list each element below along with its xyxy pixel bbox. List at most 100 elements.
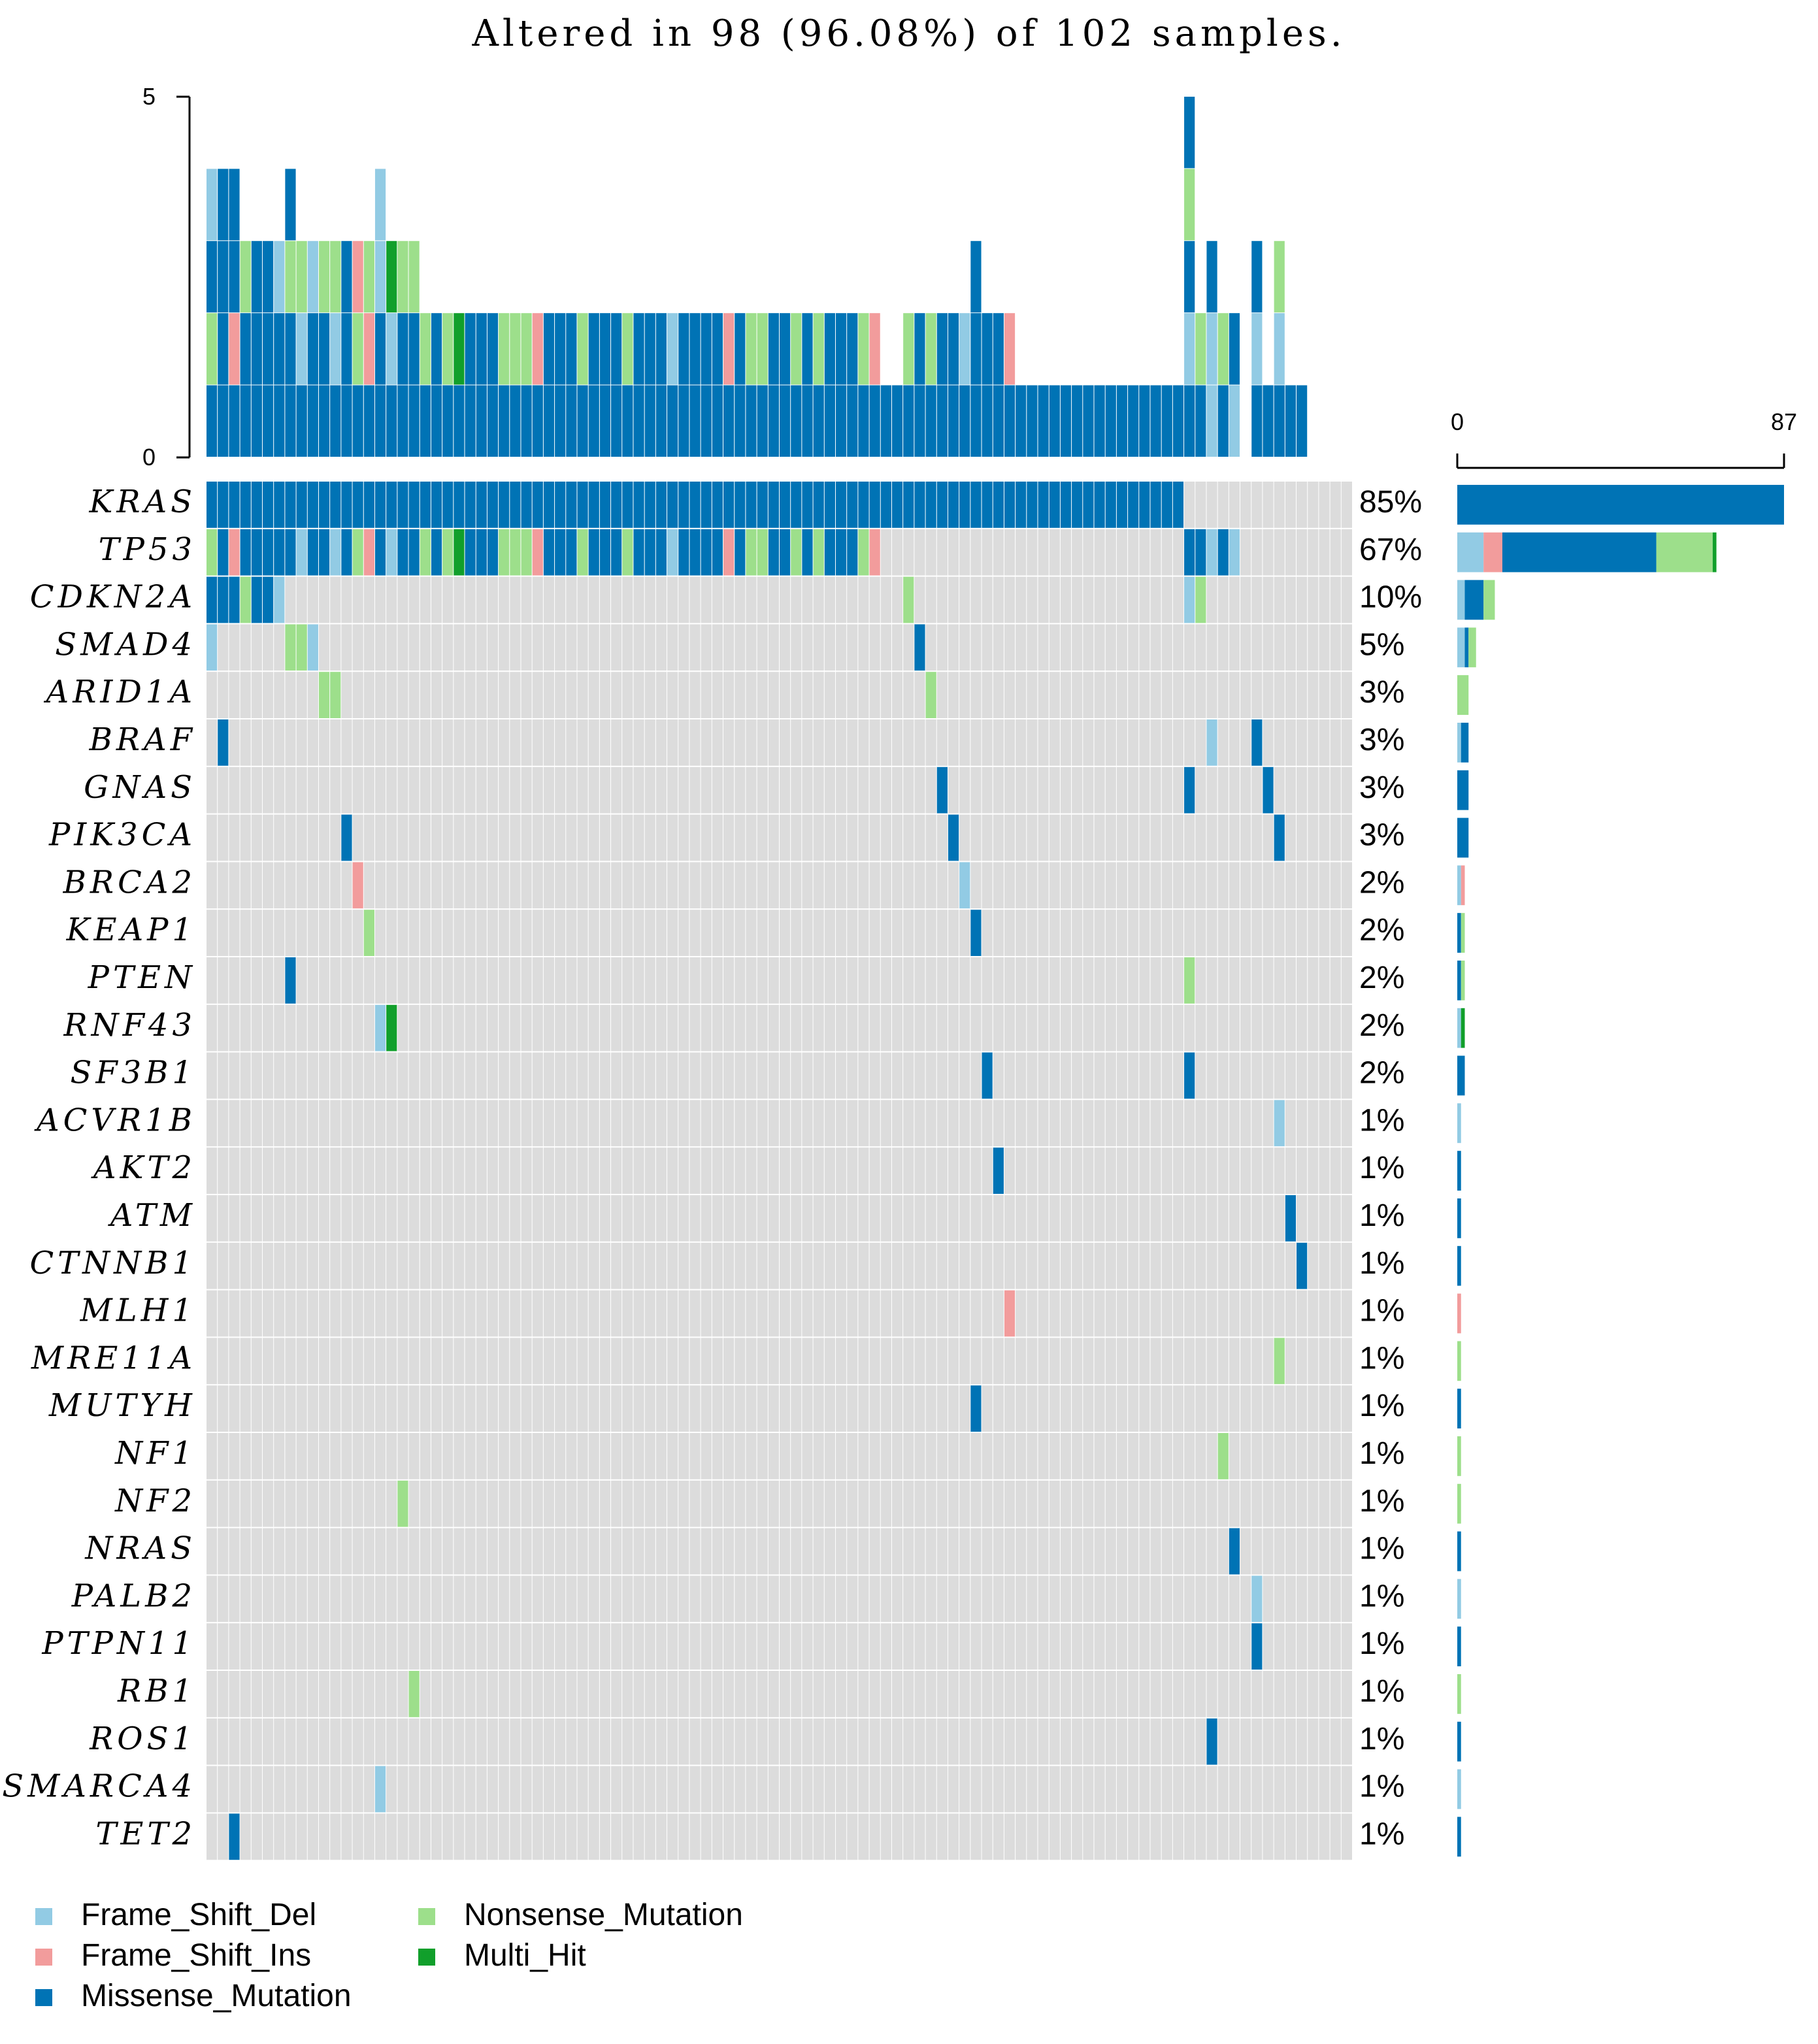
empty-cell (499, 1004, 510, 1051)
empty-cell (1240, 1480, 1251, 1527)
empty-cell (1004, 719, 1016, 766)
empty-cell (1285, 1766, 1297, 1813)
empty-cell (330, 1766, 341, 1813)
empty-cell (746, 1195, 757, 1242)
empty-cell (1139, 1052, 1150, 1099)
empty-cell (274, 624, 285, 671)
empty-cell (1004, 766, 1016, 814)
empty-cell (330, 910, 341, 956)
empty-cell (914, 529, 925, 576)
empty-cell (824, 1813, 835, 1860)
empty-cell (386, 1671, 397, 1717)
empty-cell (1206, 624, 1217, 671)
empty-cell (307, 1528, 318, 1575)
empty-cell (386, 1480, 397, 1527)
empty-cell (588, 1766, 599, 1813)
mutation-cell (555, 529, 566, 576)
empty-cell (431, 1766, 442, 1813)
empty-cell (914, 1480, 925, 1527)
tmb-bar-segment (813, 313, 824, 385)
empty-cell (408, 957, 420, 1004)
tmb-bar-segment (735, 385, 746, 457)
empty-cell (1274, 1623, 1285, 1670)
empty-cell (1184, 1338, 1195, 1385)
empty-cell (577, 1766, 588, 1813)
empty-cell (880, 1385, 891, 1432)
empty-cell (880, 1052, 891, 1099)
side-bar-smad4 (1457, 627, 1465, 668)
empty-cell (442, 1671, 454, 1717)
empty-cell (914, 1671, 925, 1717)
empty-cell (251, 814, 262, 861)
side-bar-arid1a (1457, 675, 1469, 715)
empty-cell (835, 624, 847, 671)
empty-cell (543, 814, 555, 861)
empty-cell (1263, 1480, 1274, 1527)
empty-cell (746, 766, 757, 814)
empty-cell (318, 1433, 330, 1479)
empty-cell (757, 1147, 768, 1194)
empty-cell (555, 672, 566, 718)
empty-cell (611, 957, 622, 1004)
side-bar-nf1 (1457, 1436, 1461, 1476)
empty-cell (499, 1242, 510, 1289)
empty-cell (644, 1718, 655, 1765)
empty-cell (408, 862, 420, 909)
empty-cell (431, 862, 442, 909)
empty-cell (1049, 1433, 1060, 1479)
empty-cell (476, 1100, 487, 1147)
empty-cell (1083, 1385, 1094, 1432)
gene-pct-brca2: 2% (1359, 865, 1404, 900)
tmb-bar-segment (622, 385, 633, 457)
empty-cell (420, 1575, 431, 1623)
empty-cell (1150, 1623, 1161, 1670)
empty-cell (1139, 910, 1150, 956)
mutation-cell (251, 482, 262, 528)
empty-cell (442, 1623, 454, 1670)
empty-cell (487, 576, 499, 623)
empty-cell (757, 766, 768, 814)
empty-cell (262, 1290, 274, 1337)
empty-cell (633, 910, 644, 956)
empty-cell (768, 1338, 779, 1385)
empty-cell (903, 719, 914, 766)
empty-cell (780, 957, 791, 1004)
empty-cell (330, 1147, 341, 1194)
tmb-bar-segment (577, 385, 588, 457)
empty-cell (1016, 1195, 1027, 1242)
empty-cell (1285, 1052, 1297, 1099)
empty-cell (1105, 719, 1116, 766)
empty-cell (1341, 814, 1352, 861)
empty-cell (352, 910, 363, 956)
empty-cell (499, 1623, 510, 1670)
mutation-cell (374, 529, 386, 576)
mutation-cell (330, 529, 341, 576)
empty-cell (207, 1100, 218, 1147)
empty-cell (712, 1718, 723, 1765)
empty-cell (521, 1433, 532, 1479)
mutation-cell (487, 482, 499, 528)
empty-cell (1072, 1242, 1083, 1289)
empty-cell (970, 1100, 982, 1147)
empty-cell (746, 1480, 757, 1527)
empty-cell (847, 1100, 858, 1147)
tmb-bar-segment (1139, 385, 1150, 457)
empty-cell (207, 766, 218, 814)
empty-cell (858, 862, 869, 909)
mutation-cell (577, 482, 588, 528)
empty-cell (352, 1575, 363, 1623)
empty-cell (1206, 482, 1217, 528)
empty-cell (1263, 1623, 1274, 1670)
empty-cell (824, 624, 835, 671)
empty-cell (521, 1480, 532, 1527)
empty-cell (869, 1766, 880, 1813)
empty-cell (1016, 1433, 1027, 1479)
empty-cell (813, 624, 824, 671)
mutation-cell (296, 482, 307, 528)
empty-cell (1184, 1195, 1195, 1242)
tmb-bar-segment (207, 240, 218, 313)
empty-cell (1341, 862, 1352, 909)
empty-cell (746, 862, 757, 909)
empty-cell (285, 1718, 296, 1765)
empty-cell (274, 1528, 285, 1575)
